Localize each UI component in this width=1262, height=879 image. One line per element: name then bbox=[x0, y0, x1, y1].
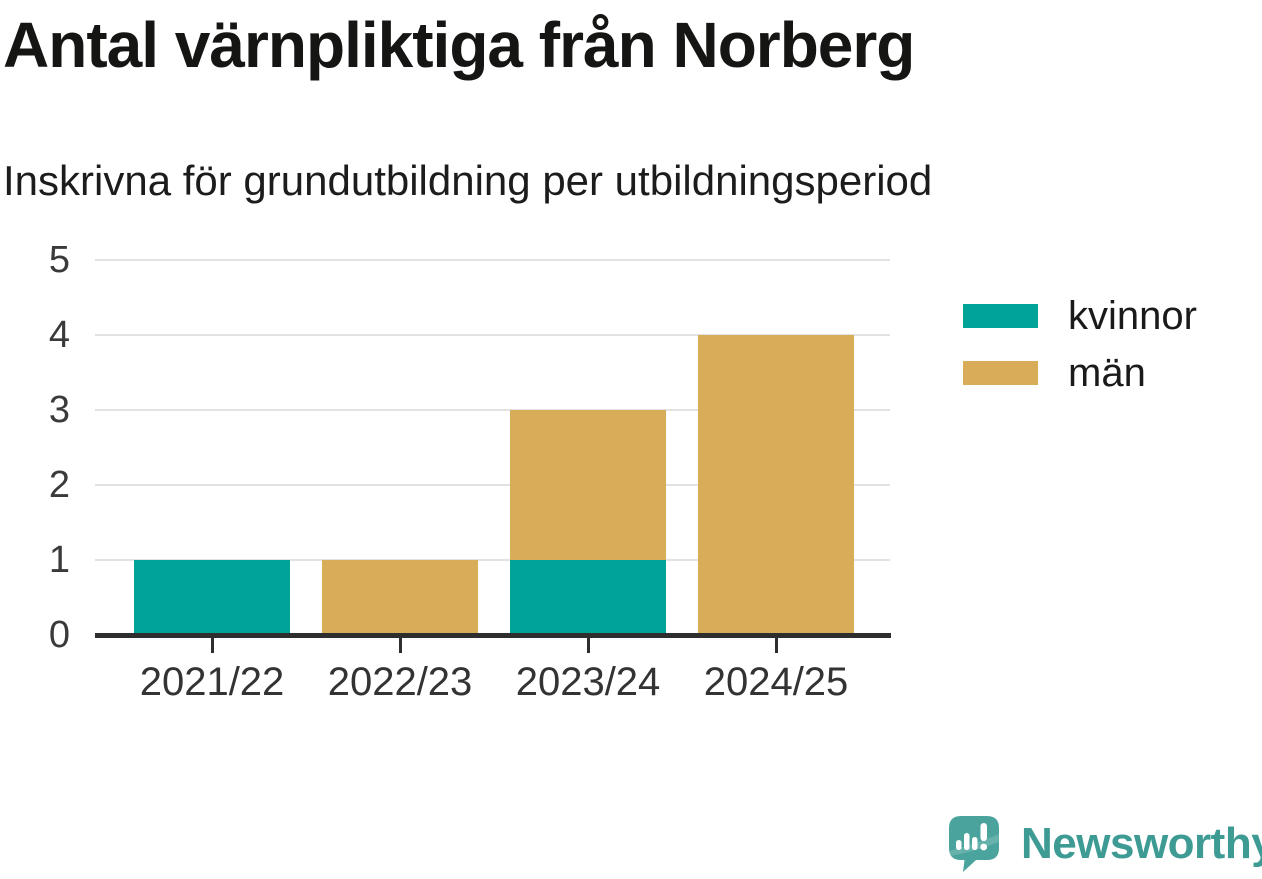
x-tick-label-2024/25: 2024/25 bbox=[703, 660, 849, 704]
x-axis-line bbox=[95, 633, 891, 638]
x-tick-label-2022/23: 2022/23 bbox=[327, 660, 473, 704]
x-tick-2024/25 bbox=[774, 638, 778, 653]
legend: kvinnor män bbox=[963, 294, 1197, 395]
y-tick-label-2: 2 bbox=[48, 464, 70, 506]
y-tick-label-5: 5 bbox=[48, 239, 70, 281]
chart-subtitle: Inskrivna för grundutbildning per utbild… bbox=[3, 157, 933, 204]
legend-label-kvinnor: kvinnor bbox=[1068, 293, 1197, 338]
legend-item-kvinnor: kvinnor bbox=[963, 294, 1197, 338]
legend-item-män: män bbox=[963, 351, 1197, 395]
bar-2023/24-män bbox=[510, 410, 666, 560]
gridline-5 bbox=[95, 259, 890, 261]
gridline-1 bbox=[95, 559, 890, 561]
newsworthy-logo-icon bbox=[949, 816, 999, 872]
x-tick-2021/22 bbox=[210, 638, 214, 653]
legend-swatch-kvinnor bbox=[963, 304, 1038, 328]
x-tick-label-2021/22: 2021/22 bbox=[139, 660, 285, 704]
y-tick-label-3: 3 bbox=[48, 389, 70, 431]
legend-label-män: män bbox=[1068, 350, 1146, 395]
x-tick-label-2023/24: 2023/24 bbox=[515, 660, 661, 704]
newsworthy-logo: Newsworthy bbox=[948, 815, 1262, 873]
y-tick-label-0: 0 bbox=[48, 614, 70, 656]
y-tick-label-4: 4 bbox=[48, 314, 70, 356]
bar-2024/25-män bbox=[698, 335, 854, 635]
x-tick-2022/23 bbox=[398, 638, 402, 653]
gridline-2 bbox=[95, 484, 890, 486]
gridline-3 bbox=[95, 409, 890, 411]
chart-title: Antal värnpliktiga från Norberg bbox=[3, 9, 915, 81]
legend-swatch-män bbox=[963, 361, 1038, 385]
bar-2023/24-kvinnor bbox=[510, 560, 666, 635]
newsworthy-logo-text: Newsworthy bbox=[1021, 819, 1262, 868]
bar-2022/23-män bbox=[322, 560, 478, 635]
gridline-4 bbox=[95, 334, 890, 336]
bar-2021/22-kvinnor bbox=[134, 560, 290, 635]
x-tick-2023/24 bbox=[586, 638, 590, 653]
y-tick-label-1: 1 bbox=[48, 539, 70, 581]
